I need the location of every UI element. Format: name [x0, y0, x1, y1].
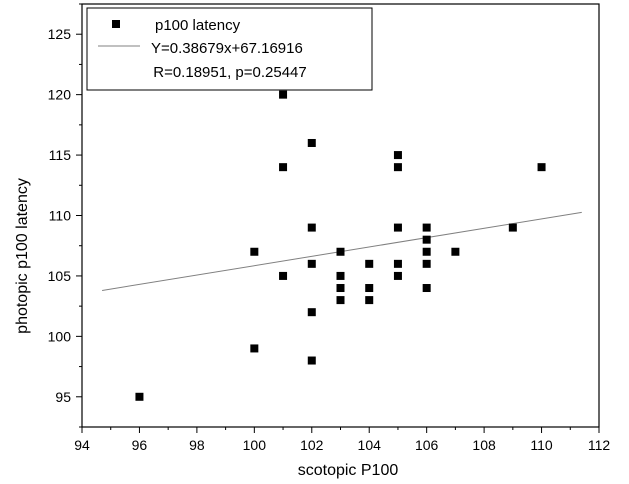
y-tick-label: 100 — [48, 328, 72, 344]
y-tick-label: 115 — [49, 147, 72, 163]
data-point — [250, 344, 259, 353]
data-point — [336, 284, 345, 293]
data-point — [307, 356, 316, 365]
data-point — [451, 247, 460, 256]
data-point — [336, 271, 345, 280]
x-tick-label: 96 — [132, 437, 148, 453]
data-point — [336, 247, 345, 256]
data-point — [365, 284, 374, 293]
x-tick-label: 106 — [415, 437, 439, 453]
legend: p100 latency Y=0.38679x+67.16916 R=0.189… — [86, 7, 373, 91]
data-point — [393, 163, 402, 172]
y-tick-label: 125 — [48, 26, 72, 42]
y-tick-label: 105 — [48, 268, 72, 284]
data-point — [508, 223, 517, 232]
data-point — [250, 247, 259, 256]
x-tick-label: 100 — [243, 437, 267, 453]
x-tick-label: 98 — [189, 437, 205, 453]
y-axis-title: photopic p100 latency — [14, 178, 31, 334]
data-point — [365, 259, 374, 268]
data-point — [422, 223, 431, 232]
y-tick-label: 120 — [48, 87, 72, 103]
data-point — [279, 90, 288, 99]
data-point — [393, 259, 402, 268]
data-point — [422, 259, 431, 268]
y-tick-label: 95 — [55, 389, 71, 405]
data-point — [537, 163, 546, 172]
data-point — [307, 308, 316, 317]
data-point — [135, 392, 144, 401]
legend-marker-p100-latency — [112, 20, 120, 28]
axes: 94 96 98 100 102 104 106 108 110 112 95 100 105 110 11… — [48, 3, 611, 453]
data-point — [279, 163, 288, 172]
data-point — [307, 259, 316, 268]
legend-entry-p100-latency: p100 latency — [155, 17, 241, 34]
data-point — [393, 271, 402, 280]
x-tick-label: 102 — [300, 437, 324, 453]
data-point — [422, 247, 431, 256]
plot-area — [102, 78, 582, 401]
x-axis-title: scotopic P100 — [298, 462, 399, 479]
x-tick-label: 94 — [74, 437, 90, 453]
x-tick-label: 110 — [530, 437, 553, 453]
data-point — [365, 296, 374, 305]
data-point — [393, 151, 402, 160]
legend-box — [86, 7, 373, 91]
x-tick-label: 112 — [588, 437, 611, 453]
data-point — [422, 284, 431, 293]
x-tick-label: 108 — [472, 437, 496, 453]
data-point — [336, 296, 345, 305]
data-point — [422, 235, 431, 244]
data-point — [307, 138, 316, 147]
x-tick-label: 104 — [358, 437, 382, 453]
data-point — [307, 223, 316, 232]
legend-stats: R=0.18951, p=0.25447 — [153, 64, 306, 81]
data-point — [393, 223, 402, 232]
legend-entry-fit-equation: Y=0.38679x+67.16916 — [151, 40, 303, 57]
data-point — [279, 271, 288, 280]
y-tick-label: 110 — [49, 208, 72, 224]
